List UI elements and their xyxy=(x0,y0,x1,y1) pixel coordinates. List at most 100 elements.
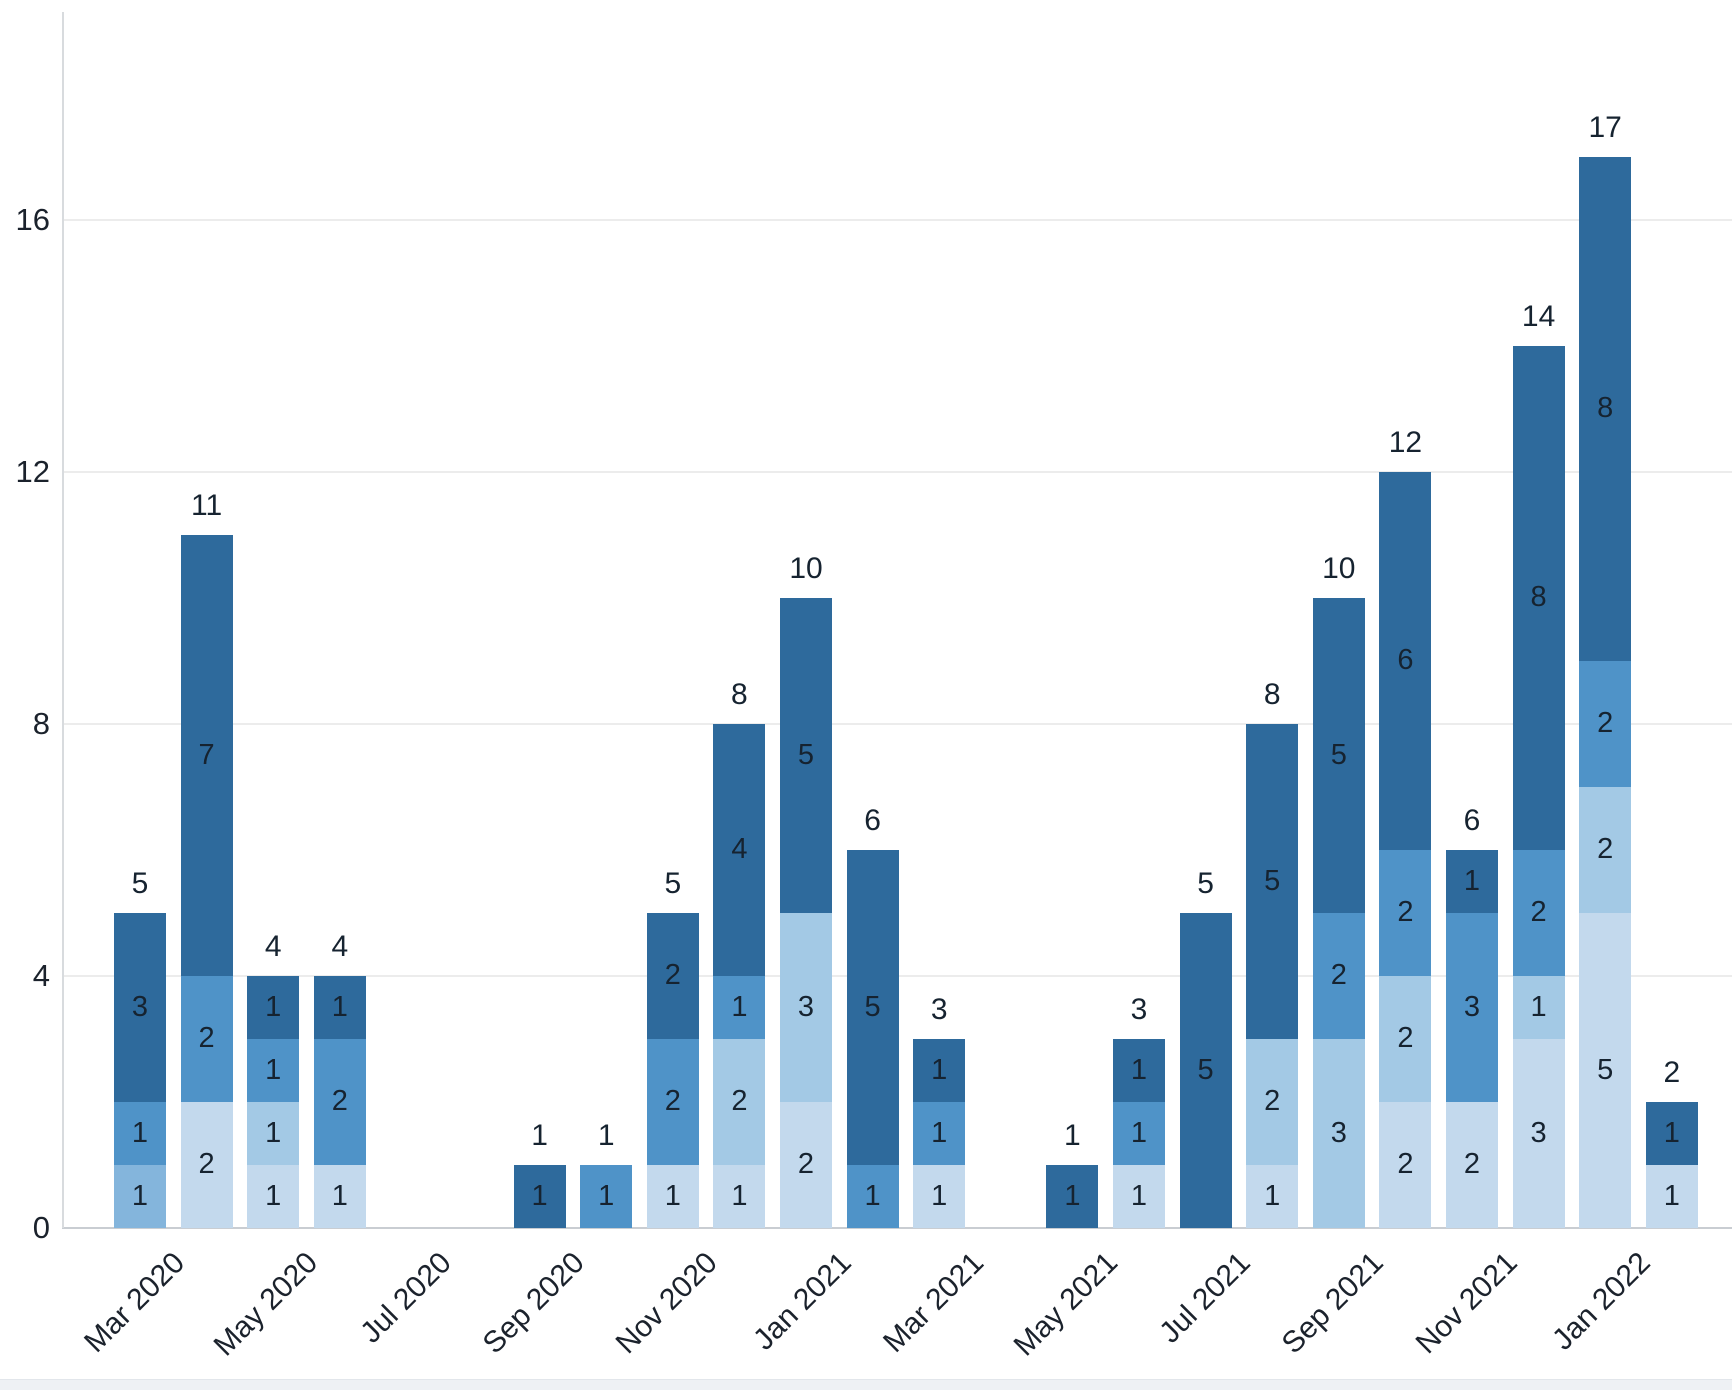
bar-segment-nov-2020[interactable]: 2 xyxy=(646,1039,699,1165)
segment-value-label: 8 xyxy=(1530,580,1547,613)
bar-segment-jul-2021[interactable]: 5 xyxy=(1179,913,1232,1228)
bar-segment-may-2020[interactable]: 1 xyxy=(247,1039,300,1102)
bar-segment-mar-2020[interactable]: 1 xyxy=(114,1102,166,1165)
segment-value-label: 1 xyxy=(1530,990,1547,1023)
bar-segment-mar-2021[interactable]: 1 xyxy=(913,1039,966,1102)
segment-value-label: 1 xyxy=(931,1053,948,1086)
bar-segment-feb-2022[interactable]: 1 xyxy=(1645,1102,1698,1165)
x-tick-label: Sep 2020 xyxy=(476,1246,591,1361)
bar-segment-oct-2021[interactable]: 6 xyxy=(1379,472,1432,850)
segment-value-label: 3 xyxy=(1463,990,1481,1023)
segment-value-label: 1 xyxy=(864,1179,881,1212)
bar-total-label: 3 xyxy=(930,993,948,1026)
bar-segment-nov-2020[interactable]: 1 xyxy=(646,1165,699,1228)
bar-segment-oct-2021[interactable]: 2 xyxy=(1379,850,1432,976)
bar-segment-jan-2022[interactable]: 2 xyxy=(1579,661,1632,787)
bar-segment-aug-2021[interactable]: 2 xyxy=(1246,1039,1299,1165)
bar-segment-sep-2021[interactable]: 3 xyxy=(1312,1039,1365,1228)
bottom-strip xyxy=(0,1379,1732,1390)
segment-value-label: 1 xyxy=(1663,1179,1680,1212)
bar-segment-jun-2020[interactable]: 2 xyxy=(313,1039,366,1165)
bar-segment-jan-2022[interactable]: 5 xyxy=(1579,913,1632,1228)
segment-value-label: 1 xyxy=(265,1053,282,1086)
bar-segment-oct-2021[interactable]: 2 xyxy=(1379,976,1432,1102)
x-tick-label: Jan 2021 xyxy=(746,1246,858,1357)
bar-segment-dec-2020[interactable]: 2 xyxy=(713,1039,766,1165)
segment-value-label: 1 xyxy=(265,1116,282,1149)
segment-value-label: 1 xyxy=(1064,1179,1081,1212)
x-tick-label: Nov 2021 xyxy=(1409,1246,1524,1361)
bar-segment-jun-2021[interactable]: 1 xyxy=(1113,1102,1165,1165)
bar-segment-jan-2021[interactable]: 2 xyxy=(780,1102,832,1228)
x-tick-label: May 2021 xyxy=(1007,1246,1124,1363)
x-tick-label: Mar 2021 xyxy=(877,1246,991,1359)
bar-segment-may-2020[interactable]: 1 xyxy=(247,976,300,1039)
segment-value-label: 2 xyxy=(731,1084,748,1117)
x-axis-line xyxy=(62,1227,1732,1229)
bar-total-label: 17 xyxy=(1588,111,1622,144)
bar-segment-nov-2021[interactable]: 1 xyxy=(1446,850,1498,913)
bar-segment-may-2020[interactable]: 1 xyxy=(247,1102,300,1165)
bar-segment-feb-2022[interactable]: 1 xyxy=(1645,1165,1698,1228)
bar-segment-jan-2022[interactable]: 8 xyxy=(1579,157,1632,661)
bar-total-label: 1 xyxy=(1064,1119,1081,1152)
segment-value-label: 1 xyxy=(131,1179,149,1212)
bar-segment-nov-2021[interactable]: 3 xyxy=(1446,913,1498,1102)
bar-segment-sep-2021[interactable]: 2 xyxy=(1312,913,1365,1039)
bar-total-label: 6 xyxy=(1463,804,1481,837)
segment-value-label: 1 xyxy=(265,1179,282,1212)
bar-segment-jun-2021[interactable]: 1 xyxy=(1113,1039,1165,1102)
bar-total-label: 5 xyxy=(1197,867,1214,900)
bar-segment-dec-2021[interactable]: 3 xyxy=(1512,1039,1565,1228)
bar-segment-aug-2021[interactable]: 5 xyxy=(1246,724,1299,1039)
bar-segment-nov-2021[interactable]: 2 xyxy=(1446,1102,1498,1228)
bar-segment-dec-2020[interactable]: 1 xyxy=(713,1165,766,1228)
bar-segment-sep-2021[interactable]: 5 xyxy=(1312,598,1365,913)
x-tick-label: Jul 2020 xyxy=(354,1246,458,1350)
segment-value-label: 3 xyxy=(131,990,149,1023)
bar-segment-apr-2020[interactable]: 2 xyxy=(180,976,233,1102)
bar-segment-may-2020[interactable]: 1 xyxy=(247,1165,300,1228)
bar-segment-jan-2021[interactable]: 3 xyxy=(780,913,832,1102)
bar-segment-dec-2020[interactable]: 1 xyxy=(713,976,766,1039)
bar-segment-apr-2020[interactable]: 7 xyxy=(180,535,233,976)
segment-value-label: 1 xyxy=(1130,1053,1148,1086)
bar-segment-nov-2020[interactable]: 2 xyxy=(646,913,699,1039)
segment-value-label: 1 xyxy=(1130,1179,1148,1212)
bar-segment-feb-2021[interactable]: 5 xyxy=(846,850,899,1165)
bar-segment-dec-2021[interactable]: 8 xyxy=(1512,346,1565,850)
bar-total-label: 3 xyxy=(1130,993,1148,1026)
bar-segment-mar-2020[interactable]: 1 xyxy=(114,1165,166,1228)
bar-segment-jan-2022[interactable]: 2 xyxy=(1579,787,1632,913)
bar-segment-dec-2020[interactable]: 4 xyxy=(713,724,766,976)
bar-segment-aug-2021[interactable]: 1 xyxy=(1246,1165,1299,1228)
segment-value-label: 6 xyxy=(1397,643,1414,676)
bar-segment-feb-2021[interactable]: 1 xyxy=(846,1165,899,1228)
segment-value-label: 5 xyxy=(864,990,881,1023)
segment-value-label: 5 xyxy=(797,738,815,771)
bar-segment-oct-2021[interactable]: 2 xyxy=(1379,1102,1432,1228)
bar-segment-jun-2020[interactable]: 1 xyxy=(313,1165,366,1228)
bar-segment-may-2021[interactable]: 1 xyxy=(1046,1165,1099,1228)
bar-total-label: 6 xyxy=(864,804,881,837)
bar-segment-mar-2021[interactable]: 1 xyxy=(913,1102,966,1165)
x-tick-label: May 2020 xyxy=(208,1246,325,1363)
x-tick-label: Mar 2020 xyxy=(78,1246,192,1359)
segment-value-label: 2 xyxy=(1463,1147,1481,1180)
bar-total-label: 1 xyxy=(531,1119,548,1152)
segment-value-label: 1 xyxy=(531,1179,548,1212)
bar-segment-jun-2021[interactable]: 1 xyxy=(1113,1165,1165,1228)
bar-segment-sep-2020[interactable]: 1 xyxy=(513,1165,566,1228)
bar-segment-dec-2021[interactable]: 2 xyxy=(1512,850,1565,976)
bar-segment-jan-2021[interactable]: 5 xyxy=(780,598,832,913)
bar-segment-dec-2021[interactable]: 1 xyxy=(1512,976,1565,1039)
bar-segment-apr-2020[interactable]: 2 xyxy=(180,1102,233,1228)
bar-segment-mar-2020[interactable]: 3 xyxy=(114,913,166,1102)
bar-segment-mar-2021[interactable]: 1 xyxy=(913,1165,966,1228)
bar-segment-jun-2020[interactable]: 1 xyxy=(313,976,366,1039)
gridline xyxy=(62,219,1732,221)
x-tick-label: Sep 2021 xyxy=(1275,1246,1391,1361)
segment-value-label: 2 xyxy=(664,958,681,991)
bar-segment-oct-2020[interactable]: 1 xyxy=(580,1165,633,1228)
